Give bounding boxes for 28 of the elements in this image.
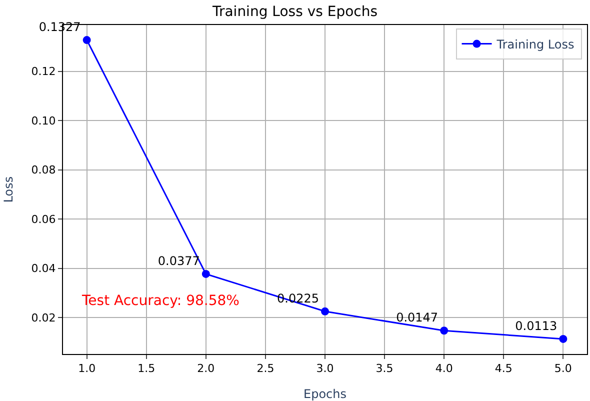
point bbox=[202, 270, 210, 278]
data-label: 0.0113 bbox=[515, 318, 558, 333]
y-tick-label: 0.04 bbox=[31, 262, 56, 276]
x-tick-label: 1.5 bbox=[138, 362, 156, 376]
y-tick-label: 0.12 bbox=[31, 65, 56, 78]
y-tick-label: 0.08 bbox=[31, 164, 56, 177]
y-tick-label: 0.02 bbox=[31, 311, 56, 324]
y-axis-title: Loss bbox=[2, 176, 16, 203]
point bbox=[321, 307, 329, 316]
x-tick-label: 1.0 bbox=[78, 362, 96, 376]
x-tick-label: 4.5 bbox=[494, 362, 512, 376]
x-axis-title: Epochs bbox=[304, 387, 346, 401]
data-label: 0.0377 bbox=[158, 254, 200, 268]
x-tick-label: 4.0 bbox=[435, 362, 453, 376]
annotation: Test Accuracy: 98.58% bbox=[81, 293, 240, 309]
x-tick-label: 3.0 bbox=[316, 362, 334, 376]
y-tick-label: 0.10 bbox=[31, 114, 56, 128]
x-tick-label: 2.0 bbox=[197, 362, 215, 376]
y-tick-label: 0.06 bbox=[31, 212, 56, 226]
x-tick-label: 2.5 bbox=[256, 362, 274, 376]
legend-label: Training Loss bbox=[496, 37, 574, 52]
chart-title: Training Loss vs Epochs bbox=[211, 4, 378, 20]
point bbox=[440, 326, 448, 335]
point bbox=[559, 334, 568, 343]
data-label: 0.0147 bbox=[396, 310, 438, 325]
x-tick-label: 5.0 bbox=[554, 362, 572, 376]
point bbox=[82, 36, 91, 44]
x-tick-label: 3.5 bbox=[376, 362, 394, 376]
